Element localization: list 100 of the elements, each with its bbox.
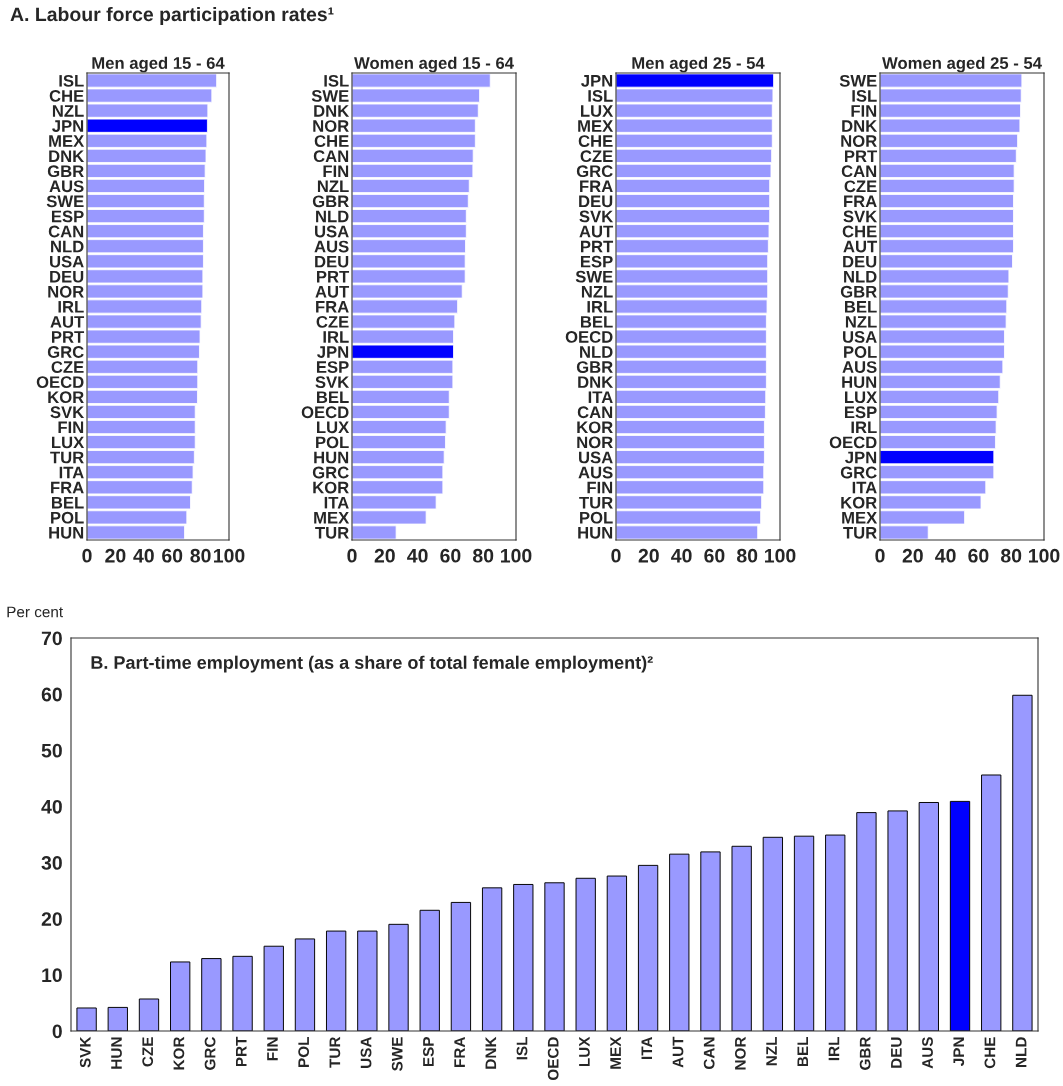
- y-tick-label: TUR: [50, 451, 84, 464]
- y-tick-label: ESP: [316, 361, 349, 373]
- y-tick-label: GBR: [47, 165, 84, 178]
- x-tick-label: KOR: [173, 1036, 185, 1070]
- y-tick-label: LUX: [581, 105, 614, 117]
- y-tick-label: FRA: [580, 180, 613, 193]
- y-tick-label: ITA: [324, 496, 349, 509]
- x-tick-label: AUT: [672, 1036, 684, 1068]
- y-tick-label: IRL: [58, 301, 84, 313]
- y-tick-label: HUN: [49, 527, 84, 539]
- y-tick-label: SWE: [839, 74, 877, 87]
- y-tick-label: ESP: [844, 406, 877, 419]
- y-tick-label: ISL: [324, 74, 349, 87]
- y-tick-label: CAN: [313, 150, 349, 163]
- x-tick-label: 40: [407, 548, 428, 563]
- y-tick-label: ITA: [588, 391, 613, 403]
- bar: [949, 800, 971, 1031]
- y-tick-label: NLD: [316, 210, 349, 223]
- y-tick-label: 30: [41, 856, 62, 870]
- y-tick-label: AUT: [843, 240, 878, 253]
- y-tick-label: 0: [52, 1024, 62, 1039]
- y-tick-label: POL: [580, 511, 613, 524]
- y-tick-label: USA: [50, 255, 84, 268]
- x-tick-label: 80: [1001, 548, 1022, 563]
- x-tick-label: SWE: [391, 1037, 403, 1071]
- y-tick-label: AUT: [50, 316, 85, 328]
- bar: [263, 945, 284, 1031]
- y-tick-label: USA: [843, 331, 877, 343]
- y-tick-label: FIN: [58, 421, 84, 434]
- y-tick-label: HUN: [842, 376, 877, 389]
- y-tick-label: GBR: [576, 361, 613, 373]
- bar: [450, 901, 472, 1031]
- y-tick-label: KOR: [313, 481, 349, 494]
- x-tick-label: 40: [935, 548, 956, 563]
- x-tick-label: FRA: [454, 1036, 465, 1067]
- y-tick-label: CHE: [49, 90, 84, 102]
- x-tick-label: 60: [704, 548, 725, 563]
- y-tick-label: KOR: [48, 391, 84, 404]
- y-tick-label: FIN: [587, 481, 613, 494]
- x-tick-label: 100: [1029, 548, 1060, 563]
- y-tick-label: BEL: [52, 496, 84, 509]
- bar: [170, 961, 191, 1031]
- bar: [325, 930, 347, 1031]
- y-tick-label: CAN: [841, 165, 877, 178]
- y-tick-label: NOR: [577, 436, 613, 449]
- y-tick-label: ISL: [852, 90, 877, 102]
- y-tick-label: GRC: [576, 165, 613, 178]
- y-tick-label: DEU: [50, 270, 84, 283]
- y-tick-label: NZL: [581, 286, 613, 298]
- y-tick-label: ISL: [588, 90, 613, 102]
- y-tick-label: FIN: [323, 165, 349, 177]
- y-tick-label: NOR: [841, 135, 877, 147]
- y-tick-label: DEU: [315, 255, 349, 268]
- y-tick-label: NZL: [52, 105, 84, 117]
- y-tick-label: PRT: [52, 331, 85, 343]
- y-tick-label: CAN: [577, 406, 613, 419]
- y-tick-label: DNK: [842, 120, 878, 132]
- x-tick-label: FIN: [267, 1037, 278, 1061]
- y-tick-label: NOR: [48, 285, 84, 298]
- bar: [419, 909, 440, 1031]
- y-tick-label: NLD: [580, 346, 613, 358]
- y-tick-label: AUT: [315, 286, 350, 298]
- bar: [762, 836, 784, 1031]
- y-tick-label: DNK: [49, 150, 85, 162]
- y-tick-label: 10: [42, 968, 62, 983]
- y-tick-label: POL: [51, 511, 84, 524]
- y-tick-label: MEX: [842, 511, 878, 524]
- bar: [637, 864, 659, 1031]
- y-tick-label: GRC: [47, 346, 84, 358]
- x-tick-label: OECD: [547, 1037, 559, 1081]
- y-tick-label: BEL: [581, 316, 613, 328]
- y-tick-label: CAN: [48, 225, 84, 238]
- y-tick-label: OECD: [301, 406, 349, 419]
- y-tick-label: BEL: [845, 301, 877, 313]
- y-tick-label: GRC: [312, 466, 349, 479]
- y-tick-label: ESP: [51, 210, 84, 223]
- y-tick-label: POL: [316, 436, 349, 449]
- x-tick-label: BEL: [797, 1037, 808, 1067]
- chart-title: Women aged 15 - 64: [354, 56, 514, 73]
- y-tick-label: JPN: [845, 451, 877, 464]
- y-tick-label: SVK: [843, 210, 878, 223]
- chart-title: Men aged 25 - 54: [632, 56, 765, 73]
- y-tick-label: LUX: [845, 391, 878, 404]
- y-tick-label: POL: [844, 346, 877, 358]
- x-tick-label: DEU: [891, 1037, 902, 1068]
- bar: [731, 845, 752, 1031]
- text: A. Labour force participation rates¹: [10, 6, 334, 26]
- y-tick-label: JPN: [317, 346, 349, 358]
- x-tick-label: 20: [374, 548, 395, 563]
- y-tick-label: SVK: [315, 376, 350, 389]
- y-tick-label: TUR: [579, 496, 613, 509]
- y-tick-label: 60: [41, 687, 62, 702]
- y-tick-label: PRT: [581, 240, 614, 253]
- y-tick-label: ISL: [59, 74, 84, 87]
- y-tick-label: OECD: [829, 436, 877, 449]
- y-tick-label: USA: [315, 225, 349, 238]
- bar: [544, 882, 565, 1031]
- y-tick-label: AUS: [49, 180, 84, 193]
- bar: [918, 802, 939, 1031]
- x-tick-label: 60: [162, 548, 183, 563]
